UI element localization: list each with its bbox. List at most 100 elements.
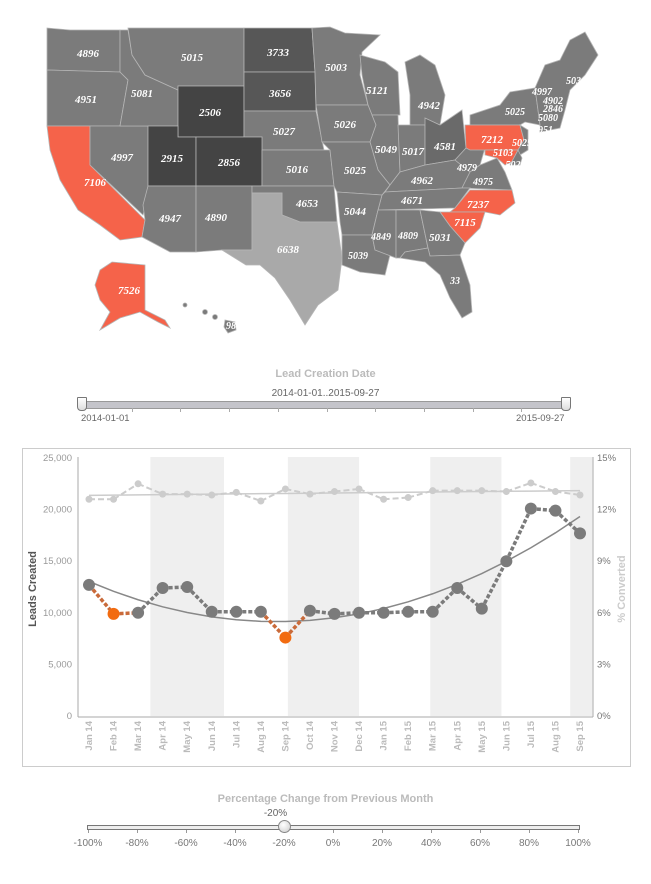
label-NM: 4890 xyxy=(204,212,228,224)
pct-slider-track[interactable] xyxy=(87,825,580,830)
leads-point xyxy=(549,504,562,517)
label-NE: 5027 xyxy=(273,126,296,138)
label-MS: 4849 xyxy=(370,232,391,243)
leads-point xyxy=(328,607,341,620)
series-segment xyxy=(555,490,581,496)
date-slider-tick xyxy=(326,408,328,412)
conversion-point xyxy=(453,487,461,495)
conversion-point xyxy=(478,487,486,495)
shaded-band xyxy=(570,457,593,716)
label-KS: 5016 xyxy=(286,164,309,176)
leads-chart-svg: 0 5,000 10,000 15,000 20,000 25,000 0% 3% 6% 9% 1… xyxy=(27,453,628,753)
label-VT: 4997 xyxy=(531,87,553,98)
x-tick-label: Feb 15 xyxy=(403,720,414,751)
y2-tick-label: 12% xyxy=(597,505,617,516)
label-GA: 5031 xyxy=(429,232,451,244)
label-NY: 5025 xyxy=(505,107,525,118)
y2-tick-label: 6% xyxy=(597,608,611,619)
date-slider-tick xyxy=(423,408,425,412)
leads-chart: 0 5,000 10,000 15,000 20,000 25,000 0% 3% 6% 9% 1… xyxy=(22,448,631,767)
state-FL[interactable] xyxy=(399,247,473,319)
x-tick-label: Feb 14 xyxy=(109,720,120,751)
us-state-map: 4896 5015 3733 4951 5081 2506 3656 5027 … xyxy=(46,26,599,334)
state-NewEngland[interactable] xyxy=(534,31,599,133)
conversion-point xyxy=(257,497,265,505)
pct-slider-handle[interactable] xyxy=(278,820,291,833)
label-MD: 5103 xyxy=(493,148,513,159)
label-FL: 33 xyxy=(449,276,460,287)
pct-slider-tick xyxy=(431,830,432,833)
conversion-point xyxy=(502,488,510,496)
state-TX[interactable] xyxy=(220,192,343,326)
label-WA: 4896 xyxy=(76,48,100,60)
date-slider-tick xyxy=(131,408,133,412)
x-tick-label: Sep 14 xyxy=(280,720,291,751)
label-MO: 5025 xyxy=(344,165,367,177)
x-tick-label: Aug 15 xyxy=(550,720,561,752)
leads-point xyxy=(574,527,586,540)
y-tick-label: 0 xyxy=(67,711,72,722)
y2-tick-label: 15% xyxy=(597,453,617,464)
state-HI-island[interactable] xyxy=(202,309,208,315)
y2-tick-label: 9% xyxy=(597,556,611,567)
shaded-band xyxy=(287,457,360,716)
y-tick-label: 5,000 xyxy=(48,659,72,670)
series-segment xyxy=(284,609,312,639)
state-HI-island[interactable] xyxy=(182,302,188,308)
series-segment xyxy=(506,481,532,493)
x-tick-label: Mar 15 xyxy=(428,720,439,751)
conversion-point xyxy=(576,491,584,499)
label-NV: 4997 xyxy=(110,152,134,164)
y2-axis-title: % Converted xyxy=(616,555,628,622)
pct-slider-title: Percentage Change from Previous Month xyxy=(217,793,434,805)
state-NC[interactable] xyxy=(448,189,516,216)
leads-point xyxy=(426,605,439,618)
pct-slider-tick xyxy=(480,830,481,833)
hawaii xyxy=(182,302,237,334)
state-DE[interactable] xyxy=(509,149,523,166)
state-HI-island[interactable] xyxy=(212,314,218,320)
state-MS[interactable] xyxy=(371,209,397,259)
label-ME: 5034 xyxy=(566,76,586,87)
leads-point xyxy=(254,605,267,618)
date-slider-end-handle[interactable] xyxy=(561,397,571,411)
x-tick-label: Apr 15 xyxy=(452,720,463,750)
leads-point xyxy=(500,555,513,568)
series-segment xyxy=(309,490,335,496)
state-AK[interactable] xyxy=(94,261,172,332)
label-KY: 4962 xyxy=(410,175,434,187)
state-MI[interactable] xyxy=(404,54,446,126)
label-AK: 7526 xyxy=(118,285,141,297)
label-UT: 2915 xyxy=(160,153,184,165)
label-IL: 5049 xyxy=(375,144,398,156)
date-slider-start-handle[interactable] xyxy=(77,397,87,411)
date-slider-track[interactable] xyxy=(82,401,568,409)
label-WY: 2506 xyxy=(198,107,222,119)
x-tick-label: Jan 15 xyxy=(379,720,390,750)
date-slider-min: 2014-01-01 xyxy=(81,413,130,424)
leads-point xyxy=(353,606,366,619)
x-tick-label: Oct 14 xyxy=(305,720,316,750)
label-NH: 4902 xyxy=(542,96,563,107)
label-CA: 7106 xyxy=(84,177,107,189)
pct-slider-tick-label: 60% xyxy=(469,838,490,849)
x-tick-label: May 14 xyxy=(182,720,193,752)
y2-tick-label: 0% xyxy=(597,711,611,722)
pct-slider-tick-label: -80% xyxy=(125,838,149,849)
series-segment xyxy=(137,482,164,496)
pct-slider-tick xyxy=(186,830,187,833)
conversion-point xyxy=(85,495,93,503)
state-HI[interactable] xyxy=(223,319,237,334)
alaska xyxy=(94,261,172,332)
pct-slider-tick-label: -20% xyxy=(272,838,296,849)
x-tick-label: Nov 14 xyxy=(330,720,341,752)
leads-point xyxy=(83,578,95,591)
conversion-point xyxy=(232,488,240,496)
leads-point xyxy=(230,605,243,618)
label-OK: 4653 xyxy=(295,198,319,210)
y2-tick-label: 3% xyxy=(597,659,611,670)
series-segment xyxy=(260,488,286,502)
label-SD: 3656 xyxy=(268,88,292,100)
date-slider-tick xyxy=(229,408,231,412)
x-tick-label: Jun 15 xyxy=(501,720,512,751)
